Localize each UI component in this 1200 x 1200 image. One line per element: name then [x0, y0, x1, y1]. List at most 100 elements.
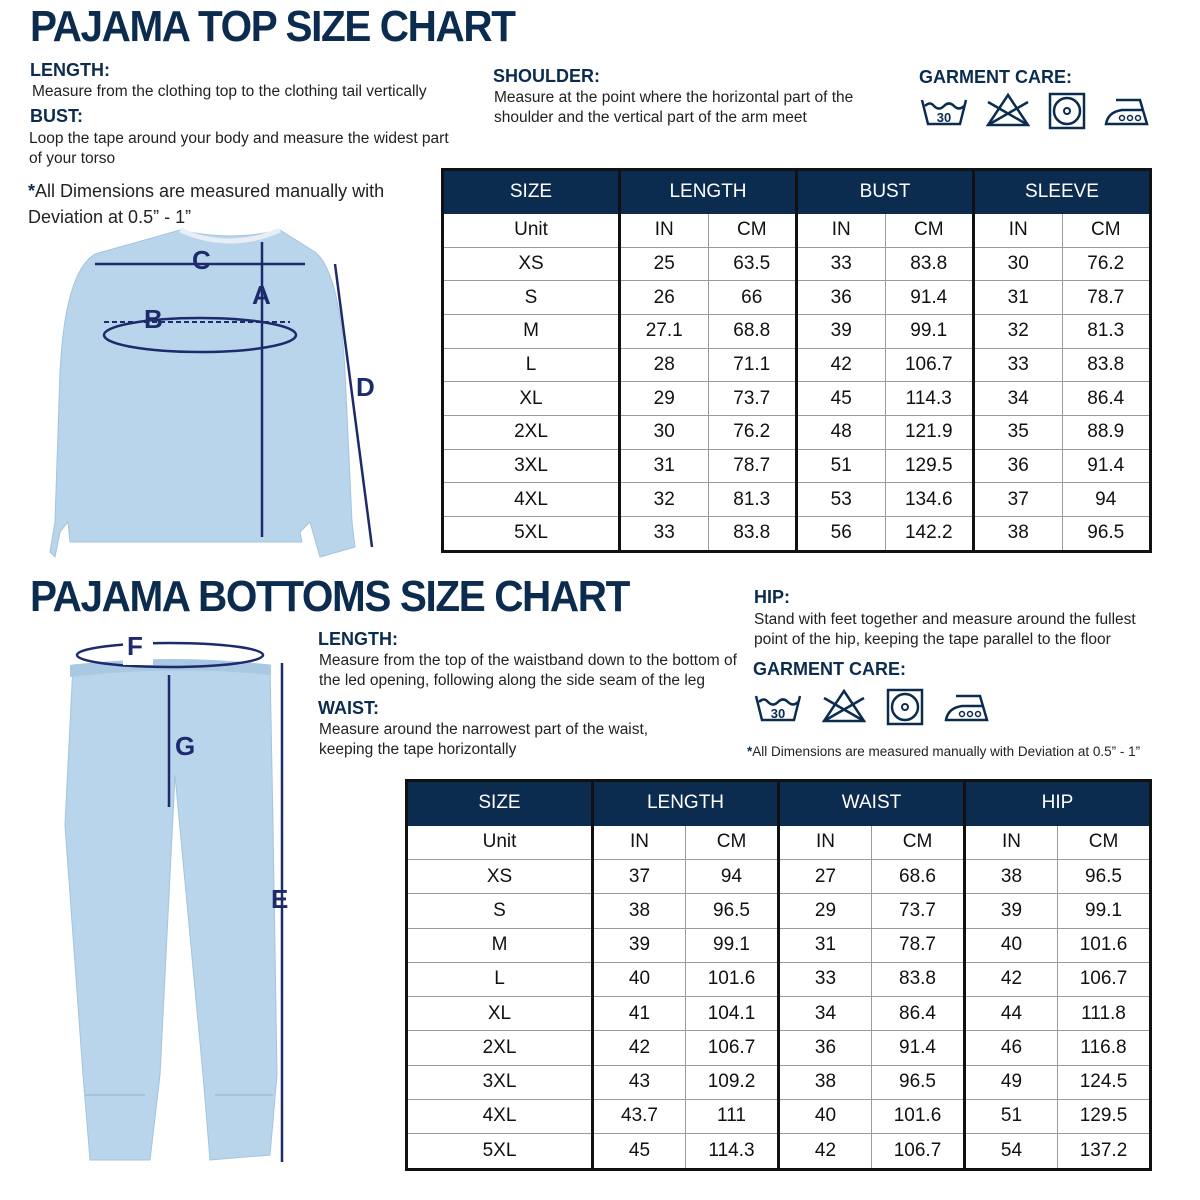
- value-cell: 40: [592, 961, 686, 998]
- value-cell: 129.5: [884, 448, 975, 484]
- bottom-hip-label: HIP:: [754, 587, 790, 607]
- top-shoulder-label: SHOULDER:: [493, 66, 600, 86]
- value-cell: 53: [796, 482, 886, 517]
- value-cell: 101.6: [685, 961, 780, 998]
- value-cell: 31: [973, 280, 1063, 315]
- value-cell: 142.2: [884, 515, 975, 553]
- value-cell: IN: [973, 212, 1063, 248]
- value-cell: 30: [619, 414, 709, 450]
- value-cell: 39: [592, 927, 686, 963]
- value-cell: IN: [619, 212, 709, 248]
- value-cell: 43: [592, 1064, 686, 1100]
- value-cell: 91.4: [871, 1030, 966, 1066]
- value-cell: 44: [964, 996, 1058, 1032]
- size-cell: S: [406, 893, 594, 929]
- value-cell: 27: [778, 858, 872, 895]
- iron-icon: [1104, 98, 1149, 126]
- top-note-text: All Dimensions are measured manually wit…: [28, 181, 385, 227]
- value-cell: 106.7: [871, 1133, 966, 1170]
- size-cell: M: [406, 927, 594, 963]
- value-cell: 99.1: [685, 927, 780, 963]
- bottom-care-label: GARMENT CARE:: [753, 659, 906, 679]
- size-cell: L: [406, 961, 594, 998]
- value-cell: CM: [1057, 824, 1151, 861]
- wash-30-icon: 30: [754, 695, 802, 722]
- value-cell: 54: [964, 1133, 1058, 1170]
- value-cell: 29: [619, 381, 709, 416]
- size-cell: Unit: [442, 212, 621, 248]
- top-size-table: SIZE LENGTH BUST SLEEVE Unit IN CM IN CM IN CM XS 25…: [441, 168, 1152, 553]
- table-row: XS 37 94 27 68.6 38 96.5: [406, 858, 1151, 895]
- measure-d: [333, 263, 374, 548]
- value-cell: 88.9: [1061, 414, 1151, 450]
- value-cell: 78.7: [871, 927, 966, 963]
- table-row: M 39 99.1 31 78.7 40 101.6: [406, 927, 1151, 963]
- value-cell: 94: [685, 858, 780, 895]
- label-d: D: [356, 372, 375, 402]
- value-cell: CM: [884, 212, 975, 248]
- value-cell: 78.7: [1061, 280, 1151, 315]
- label-f: F: [127, 631, 143, 661]
- table-row: 3XL 31 78.7 51 129.5 36 91.4: [442, 448, 1151, 484]
- table-row: 3XL 43 109.2 38 96.5 49 124.5: [406, 1064, 1151, 1100]
- bottom-note-text: All Dimensions are measured manually wit…: [752, 744, 1141, 759]
- value-cell: 45: [592, 1133, 686, 1170]
- value-cell: 73.7: [871, 893, 966, 929]
- pants-diagram: F G E: [64, 631, 288, 1162]
- bottom-title: PAJAMA BOTTOMS SIZE CHART: [30, 572, 630, 621]
- value-cell: 111.8: [1057, 996, 1151, 1032]
- size-cell: 3XL: [406, 1064, 594, 1100]
- size-cell: L: [442, 347, 621, 383]
- value-cell: CM: [707, 212, 798, 248]
- unit-row: Unit IN CM IN CM IN CM: [442, 212, 1151, 248]
- header-cell: LENGTH: [619, 169, 798, 214]
- value-cell: 26: [619, 280, 709, 315]
- value-cell: 37: [973, 482, 1063, 517]
- size-cell: 4XL: [442, 482, 621, 517]
- value-cell: 28: [619, 347, 709, 383]
- value-cell: 86.4: [871, 996, 966, 1032]
- value-cell: 91.4: [1061, 448, 1151, 484]
- value-cell: 31: [619, 448, 709, 484]
- value-cell: 38: [973, 515, 1063, 553]
- value-cell: 43.7: [592, 1098, 686, 1135]
- table-row: S 38 96.5 29 73.7 39 99.1: [406, 893, 1151, 929]
- value-cell: IN: [592, 824, 686, 861]
- value-cell: 51: [964, 1098, 1058, 1135]
- value-cell: 27.1: [619, 313, 709, 349]
- value-cell: 116.8: [1057, 1030, 1151, 1066]
- wash-temp: 30: [937, 110, 951, 125]
- top-bust-text: Loop the tape around your body and measu…: [29, 130, 449, 167]
- table-row: XL 41 104.1 34 86.4 44 111.8: [406, 996, 1151, 1032]
- header-cell: SLEEVE: [973, 169, 1151, 214]
- value-cell: 48: [796, 414, 886, 450]
- value-cell: 63.5: [707, 246, 798, 282]
- value-cell: 31: [778, 927, 872, 963]
- table-row: 4XL 32 81.3 53 134.6 37 94: [442, 482, 1151, 517]
- header-cell: SIZE: [442, 169, 621, 214]
- shirt-diagram: C A B D: [49, 227, 375, 559]
- value-cell: 42: [592, 1030, 686, 1066]
- value-cell: 32: [973, 313, 1063, 349]
- top-care-icons: 30: [920, 92, 1152, 130]
- table-row: L 40 101.6 33 83.8 42 106.7: [406, 961, 1151, 998]
- value-cell: 39: [796, 313, 886, 349]
- value-cell: 91.4: [884, 280, 975, 315]
- label-g: G: [175, 731, 195, 761]
- value-cell: 34: [973, 381, 1063, 416]
- size-cell: XL: [442, 381, 621, 416]
- iron-icon: [944, 694, 989, 722]
- measure-f: [75, 641, 265, 669]
- top-length-text: Measure from the clothing top to the clo…: [32, 83, 427, 100]
- value-cell: 33: [796, 246, 886, 282]
- table-row: S 26 66 36 91.4 31 78.7: [442, 280, 1151, 315]
- label-b: B: [144, 304, 163, 334]
- header-cell: WAIST: [778, 780, 966, 826]
- value-cell: 37: [592, 858, 686, 895]
- value-cell: 81.3: [707, 482, 798, 517]
- value-cell: 134.6: [884, 482, 975, 517]
- size-cell: Unit: [406, 824, 594, 861]
- value-cell: 99.1: [1057, 893, 1151, 929]
- value-cell: 33: [619, 515, 709, 553]
- bottom-note: *All Dimensions are measured manually wi…: [747, 744, 1140, 759]
